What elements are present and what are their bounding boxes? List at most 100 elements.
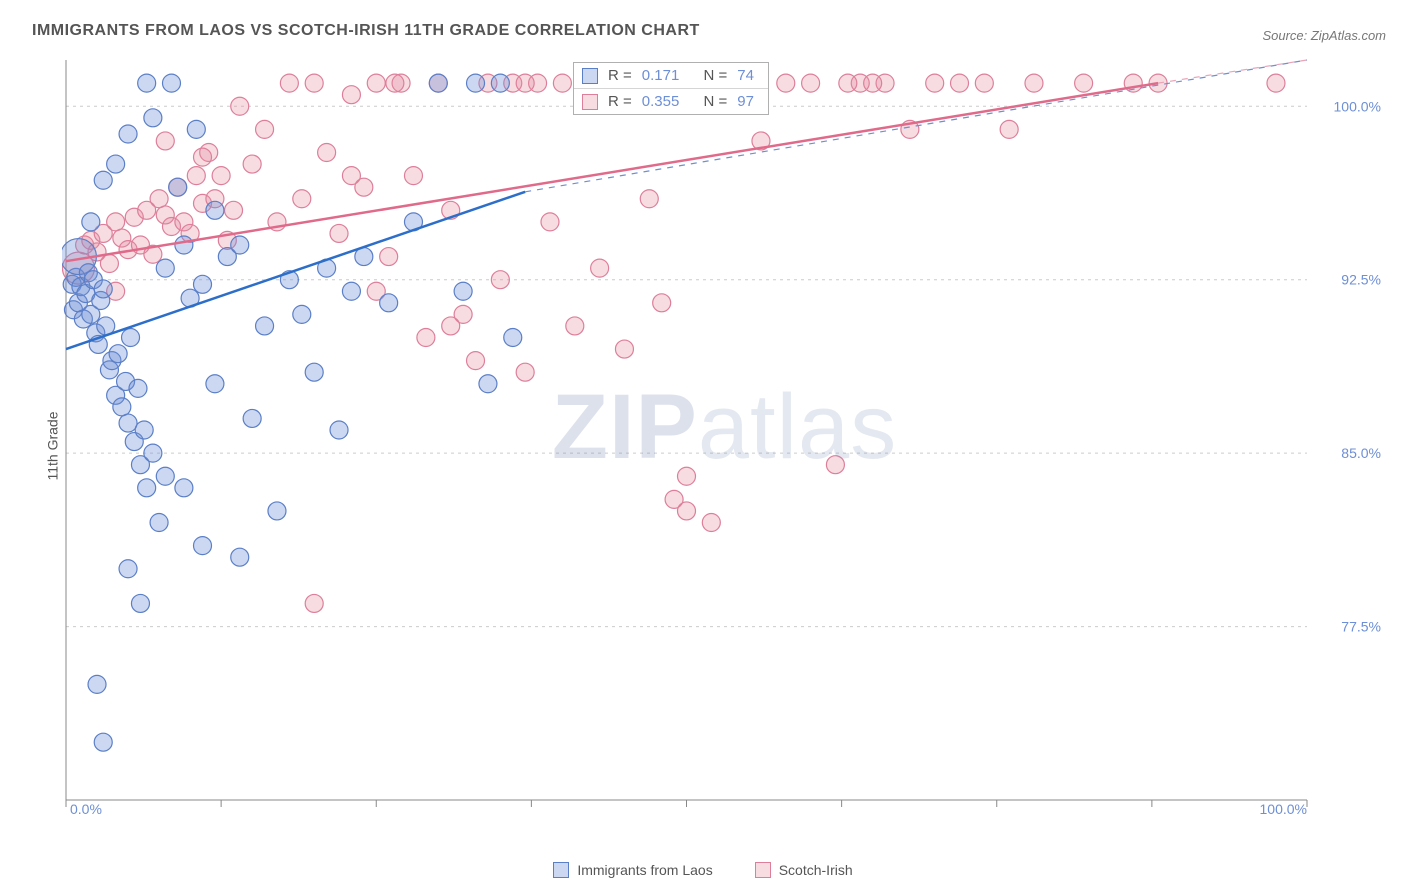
scatter-point	[135, 421, 153, 439]
scatter-point	[187, 167, 205, 185]
scatter-point	[541, 213, 559, 231]
scatter-point	[386, 74, 404, 92]
svg-text:100.0%: 100.0%	[1260, 801, 1307, 816]
scatter-point	[88, 675, 106, 693]
scatter-point	[640, 190, 658, 208]
n-label: N =	[703, 67, 727, 84]
scatter-point	[144, 109, 162, 127]
scatter-point	[206, 375, 224, 393]
scatter-point	[100, 255, 118, 273]
scatter-point	[342, 282, 360, 300]
scatter-point	[82, 213, 100, 231]
scatter-point	[256, 120, 274, 138]
scatter-point	[212, 167, 230, 185]
scatter-point	[1025, 74, 1043, 92]
legend-item-scotch-irish: Scotch-Irish	[755, 862, 853, 878]
scatter-point	[305, 74, 323, 92]
scatter-point	[926, 74, 944, 92]
scatter-point	[404, 167, 422, 185]
scatter-point	[107, 155, 125, 173]
scatter-point	[504, 329, 522, 347]
scatter-point	[367, 74, 385, 92]
scatter-point	[280, 74, 298, 92]
r-value: 0.171	[642, 67, 680, 84]
n-value: 74	[737, 67, 754, 84]
scatter-point	[678, 467, 696, 485]
scatter-point	[491, 271, 509, 289]
scatter-point	[231, 548, 249, 566]
r-label: R =	[608, 67, 632, 84]
scatter-point	[864, 74, 882, 92]
legend-label: Scotch-Irish	[779, 862, 853, 878]
n-value: 97	[737, 93, 754, 110]
scatter-point	[94, 280, 112, 298]
plot-area: 77.5%85.0%92.5%100.0%0.0%100.0% ZIPatlas	[62, 56, 1387, 816]
scatter-point	[467, 352, 485, 370]
scatter-point	[615, 340, 633, 358]
legend-row-scotch-irish: R = 0.355 N = 97	[574, 88, 768, 114]
scatter-point	[231, 97, 249, 115]
scatter-point	[293, 305, 311, 323]
scatter-point	[156, 132, 174, 150]
scatter-point	[342, 167, 360, 185]
series-legend: Immigrants from Laos Scotch-Irish	[0, 862, 1406, 878]
svg-text:100.0%: 100.0%	[1334, 98, 1381, 114]
scatter-point	[256, 317, 274, 335]
scatter-point	[777, 74, 795, 92]
scatter-point	[553, 74, 571, 92]
scatter-point	[305, 594, 323, 612]
legend-label: Immigrants from Laos	[577, 862, 712, 878]
scatter-point	[653, 294, 671, 312]
scatter-point	[479, 375, 497, 393]
legend-item-laos: Immigrants from Laos	[553, 862, 712, 878]
scatter-point	[442, 317, 460, 335]
scatter-point	[826, 456, 844, 474]
scatter-point	[318, 144, 336, 162]
swatch-pink-icon	[582, 94, 598, 110]
scatter-point	[150, 514, 168, 532]
scatter-point	[516, 74, 534, 92]
swatch-pink-icon	[755, 862, 771, 878]
scatter-point	[305, 363, 323, 381]
scatter-point	[194, 537, 212, 555]
chart-title: IMMIGRANTS FROM LAOS VS SCOTCH-IRISH 11T…	[32, 22, 700, 40]
scatter-point	[94, 171, 112, 189]
scatter-point	[131, 594, 149, 612]
scatter-point	[1075, 74, 1093, 92]
r-value: 0.355	[642, 93, 680, 110]
scatter-point	[169, 178, 187, 196]
scatter-point	[138, 74, 156, 92]
r-label: R =	[608, 93, 632, 110]
scatter-point	[175, 479, 193, 497]
scatter-point	[175, 236, 193, 254]
scatter-point	[839, 74, 857, 92]
scatter-point	[330, 224, 348, 242]
scatter-point	[342, 86, 360, 104]
legend-row-laos: R = 0.171 N = 74	[574, 63, 768, 88]
scatter-point	[491, 74, 509, 92]
scatter-point	[107, 213, 125, 231]
scatter-point	[206, 201, 224, 219]
scatter-point	[1000, 120, 1018, 138]
scatter-point	[467, 74, 485, 92]
scatter-point	[119, 560, 137, 578]
scatter-point	[975, 74, 993, 92]
scatter-point	[380, 248, 398, 266]
n-label: N =	[703, 93, 727, 110]
scatter-point	[1267, 74, 1285, 92]
scatter-point	[150, 190, 168, 208]
svg-text:77.5%: 77.5%	[1341, 619, 1381, 635]
scatter-point	[194, 275, 212, 293]
scatter-point	[94, 733, 112, 751]
scatter-point	[678, 502, 696, 520]
scatter-point	[591, 259, 609, 277]
scatter-point	[119, 414, 137, 432]
scatter-point	[194, 148, 212, 166]
scatter-point	[951, 74, 969, 92]
svg-text:0.0%: 0.0%	[70, 801, 102, 816]
scatter-point	[243, 409, 261, 427]
scatter-point	[109, 345, 127, 363]
scatter-point	[417, 329, 435, 347]
scatter-point	[429, 74, 447, 92]
scatter-point	[144, 444, 162, 462]
